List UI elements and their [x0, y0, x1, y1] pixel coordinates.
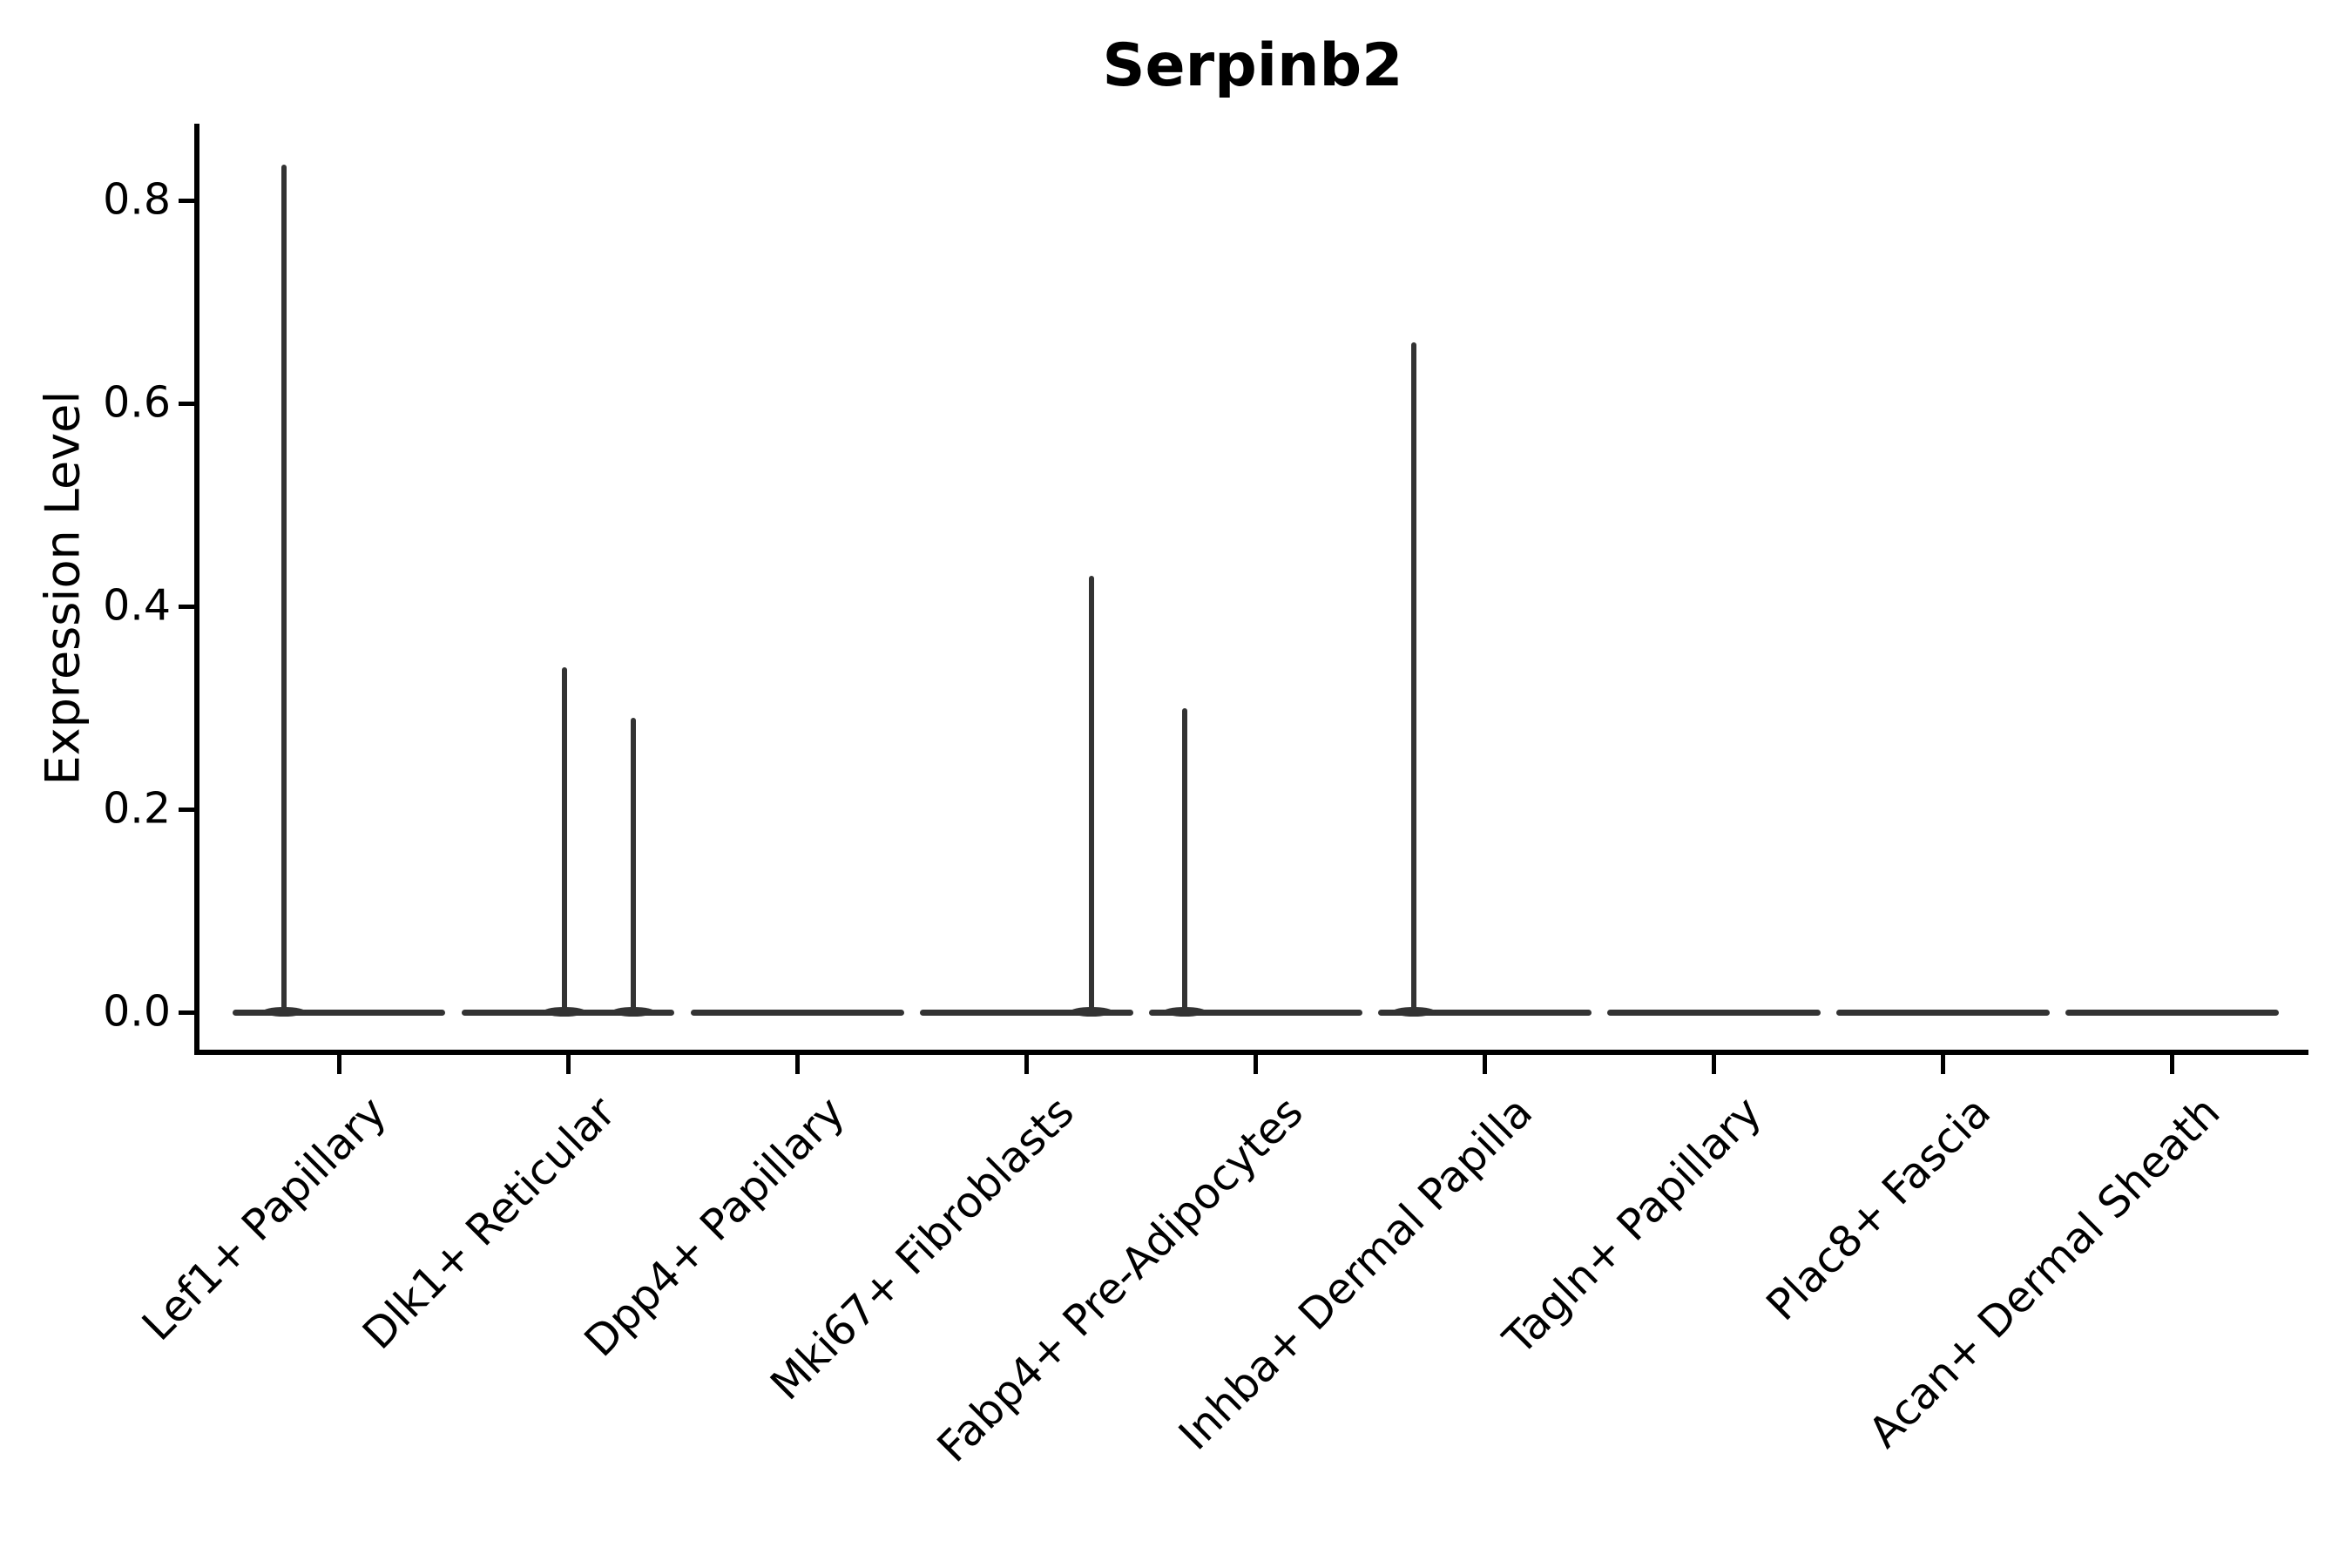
- violin-baseline: [1149, 1009, 1362, 1016]
- x-tick-mark: [336, 1055, 341, 1074]
- violin-baseline: [690, 1009, 904, 1016]
- y-axis-spine: [194, 124, 199, 1055]
- violin-spike: [631, 718, 637, 1015]
- x-tick-mark: [1253, 1055, 1258, 1074]
- chart-title: Serpinb2: [1102, 31, 1403, 100]
- violin-spike: [1089, 576, 1095, 1015]
- x-tick-label: Plac8+ Fascia: [1756, 1087, 2001, 1331]
- violin-spike: [562, 666, 568, 1015]
- y-tick-mark: [179, 807, 194, 812]
- x-tick-mark: [1024, 1055, 1029, 1074]
- y-tick-label: 0.4: [103, 580, 171, 631]
- x-tick-mark: [1483, 1055, 1487, 1074]
- x-tick-mark: [1941, 1055, 1946, 1074]
- y-tick-label: 0.2: [103, 783, 171, 834]
- violin-baseline: [1836, 1009, 2051, 1016]
- violin-baseline: [1378, 1009, 1592, 1016]
- y-tick-mark: [179, 198, 194, 203]
- x-tick-mark: [1712, 1055, 1717, 1074]
- x-tick-mark: [794, 1055, 800, 1074]
- violin-baseline: [1607, 1009, 1821, 1016]
- y-tick-mark: [179, 604, 194, 609]
- violin-baseline: [232, 1009, 446, 1016]
- y-tick-label: 0.0: [103, 986, 171, 1037]
- y-tick-mark: [179, 1010, 194, 1015]
- violin-spike: [1181, 707, 1187, 1015]
- x-axis-spine: [194, 1050, 2308, 1055]
- x-tick-label: Lef1+ Papillary: [132, 1087, 396, 1351]
- x-tick-mark: [2170, 1055, 2175, 1074]
- violin-spike: [1410, 342, 1416, 1015]
- violin-baseline: [2065, 1009, 2280, 1016]
- violin-spike: [280, 165, 287, 1015]
- violin-baseline: [919, 1009, 1133, 1016]
- y-tick-label: 0.8: [103, 174, 171, 225]
- y-tick-label: 0.6: [103, 377, 171, 428]
- y-tick-mark: [179, 401, 194, 406]
- x-tick-label: Dlk1+ Reticular: [353, 1087, 625, 1359]
- x-tick-mark: [565, 1055, 571, 1074]
- x-tick-label: Fabp4+ Pre-Adipocytes: [928, 1087, 1313, 1472]
- y-axis-label: Expression Level: [35, 390, 91, 786]
